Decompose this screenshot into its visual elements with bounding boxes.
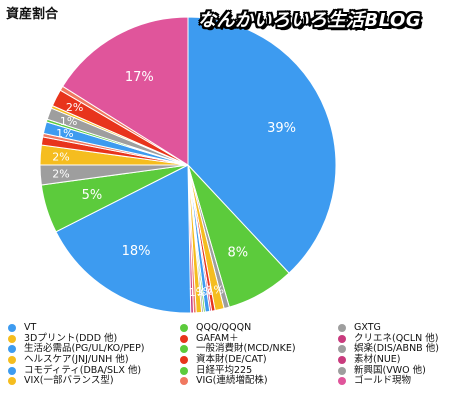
- slice-label: 17%: [125, 70, 154, 85]
- legend-label: 素材(NUE): [354, 354, 401, 366]
- legend-item: 資本財(DE/CAT): [180, 355, 338, 366]
- slice-label: 1%: [206, 283, 223, 296]
- legend-swatch: [8, 366, 16, 375]
- legend-item: GAFAM＋: [180, 332, 338, 345]
- legend-swatch: [338, 356, 346, 365]
- legend-swatch: [180, 366, 188, 375]
- slice-label: 39%: [267, 121, 296, 136]
- legend-label: 資本財(DE/CAT): [196, 354, 267, 366]
- legend-label: ゴールド現物: [354, 375, 412, 387]
- legend-swatch: [338, 324, 346, 333]
- legend-item: 一般消費財(MCD/NKE): [180, 344, 338, 355]
- legend-swatch: [8, 324, 16, 333]
- legend-swatch: [8, 345, 16, 354]
- pie-chart: 39%8%1%1%1%18%5%2%2%1%1%2%17%: [39, 16, 337, 314]
- pie-slice: [61, 16, 189, 166]
- slice-label: 8%: [227, 246, 248, 261]
- legend-label: 3Dプリント(DDD 他): [24, 332, 118, 344]
- legend-swatch: [180, 324, 188, 333]
- slice-label: 2%: [66, 101, 83, 114]
- legend-label: VIX(一部バランス型): [24, 375, 114, 387]
- legend-item: 娯楽(DIS/ABNB 他): [338, 344, 448, 355]
- legend-label: QQQ/QQQN: [196, 322, 252, 334]
- legend-label: GAFAM＋: [196, 332, 239, 344]
- legend-item: VT: [8, 323, 180, 334]
- legend-item: 3Dプリント(DDD 他): [8, 332, 180, 345]
- legend-item: コモディティ(DBA/SLX 他): [8, 365, 180, 376]
- legend-label: 娯楽(DIS/ABNB 他): [354, 343, 439, 355]
- pie-slice: [55, 164, 192, 314]
- legend-swatch: [338, 366, 346, 375]
- pie-slices: [39, 16, 337, 314]
- chart-legend: VT 3Dプリント(DDD 他) 生活必需品(PG/UL/KO/PEP) ヘルスケア(…: [8, 323, 448, 397]
- chart-title: 資産割合: [6, 7, 59, 22]
- slice-label: 1%: [189, 286, 206, 299]
- legend-item: VIX(一部バランス型): [8, 376, 180, 387]
- legend-item: ヘルスケア(JNJ/UNH 他): [8, 355, 180, 366]
- legend-label: 一般消費財(MCD/NKE): [196, 343, 296, 355]
- pie-labels: 39%8%1%1%1%18%5%2%2%1%1%2%17%: [52, 70, 296, 299]
- legend-swatch: [338, 345, 346, 354]
- legend-label: コモディティ(DBA/SLX 他): [24, 364, 142, 376]
- legend-item: 新興国(VWO 他): [338, 365, 448, 376]
- legend-item: 日経平均225: [180, 365, 338, 376]
- legend-swatch: [8, 356, 16, 365]
- legend-label: 生活必需品(PG/UL/KO/PEP): [24, 343, 145, 355]
- slice-label: 1%: [56, 127, 73, 140]
- slice-label: 1%: [60, 115, 77, 128]
- slice-label: 5%: [82, 188, 103, 203]
- legend-swatch: [180, 356, 188, 365]
- slice-label: 2%: [52, 168, 69, 181]
- legend-label: VT: [24, 322, 37, 334]
- legend-item: VIG(連続増配株): [180, 376, 338, 387]
- legend-swatch: [338, 377, 346, 386]
- legend-item: QQQ/QQQN: [180, 323, 338, 334]
- legend-item: [8, 387, 180, 398]
- legend-item: ゴールド現物: [338, 376, 448, 387]
- legend-swatch: [180, 377, 188, 386]
- legend-item: クリエネ(QCLN 他): [338, 332, 448, 345]
- legend-swatch: [180, 334, 188, 343]
- legend-swatch: [8, 377, 16, 386]
- legend-label: ヘルスケア(JNJ/UNH 他): [24, 354, 129, 366]
- legend-label: クリエネ(QCLN 他): [354, 332, 439, 344]
- slice-label: 18%: [122, 244, 151, 259]
- legend-label: 新興国(VWO 他): [354, 364, 426, 376]
- legend-item: GXTG: [338, 323, 448, 334]
- legend-item: [180, 387, 338, 398]
- legend-item: 生活必需品(PG/UL/KO/PEP): [8, 344, 180, 355]
- pie-slice: [187, 16, 337, 274]
- blog-brand-logo: なんかいろいろ生活BLOG: [198, 10, 422, 31]
- legend-label: VIG(連続増配株): [196, 375, 268, 387]
- slice-label: 2%: [52, 150, 69, 163]
- legend-swatch: [8, 334, 16, 343]
- legend-swatch: [180, 345, 188, 354]
- legend-item: 素材(NUE): [338, 355, 448, 366]
- legend-swatch: [338, 334, 346, 343]
- legend-label: GXTG: [354, 322, 381, 334]
- slice-label: 1%: [196, 285, 213, 298]
- legend-item: [338, 387, 448, 398]
- legend-label: 日経平均225: [196, 364, 253, 376]
